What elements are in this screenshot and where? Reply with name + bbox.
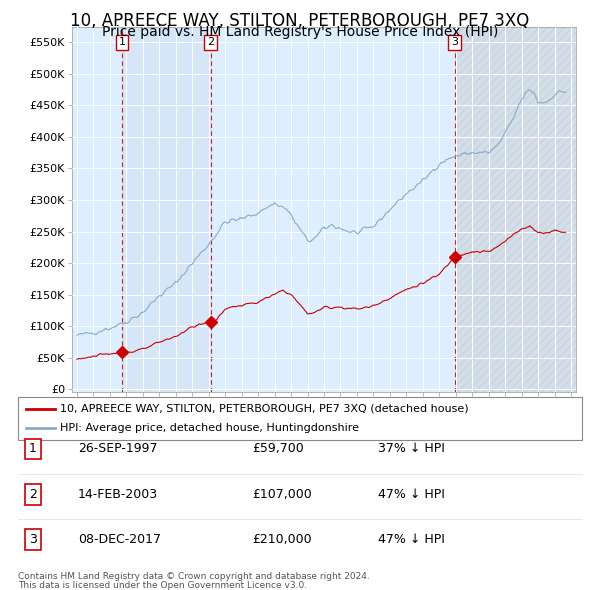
Text: Contains HM Land Registry data © Crown copyright and database right 2024.: Contains HM Land Registry data © Crown c… [18,572,370,581]
Text: 10, APREECE WAY, STILTON, PETERBOROUGH, PE7 3XQ (detached house): 10, APREECE WAY, STILTON, PETERBOROUGH, … [60,404,469,414]
Text: 14-FEB-2003: 14-FEB-2003 [78,488,158,501]
Text: 3: 3 [29,533,37,546]
Text: 08-DEC-2017: 08-DEC-2017 [78,533,161,546]
Text: £59,700: £59,700 [252,442,304,455]
Text: HPI: Average price, detached house, Huntingdonshire: HPI: Average price, detached house, Hunt… [60,423,359,433]
Bar [455,27,576,392]
FancyBboxPatch shape [18,397,582,440]
Text: 3: 3 [451,37,458,47]
Text: £107,000: £107,000 [252,488,312,501]
Text: 2: 2 [29,488,37,501]
Text: 37% ↓ HPI: 37% ↓ HPI [378,442,445,455]
Text: 1: 1 [29,442,37,455]
Text: 1: 1 [119,37,125,47]
Text: £210,000: £210,000 [252,533,311,546]
Bar [211,27,455,392]
Bar [122,27,211,392]
Bar [72,27,122,392]
Bar [455,27,576,392]
Text: This data is licensed under the Open Government Licence v3.0.: This data is licensed under the Open Gov… [18,581,307,590]
Text: 47% ↓ HPI: 47% ↓ HPI [378,488,445,501]
Text: 47% ↓ HPI: 47% ↓ HPI [378,533,445,546]
Text: Price paid vs. HM Land Registry's House Price Index (HPI): Price paid vs. HM Land Registry's House … [102,25,498,40]
Text: 26-SEP-1997: 26-SEP-1997 [78,442,157,455]
Text: 10, APREECE WAY, STILTON, PETERBOROUGH, PE7 3XQ: 10, APREECE WAY, STILTON, PETERBOROUGH, … [70,12,530,30]
Text: 2: 2 [207,37,214,47]
